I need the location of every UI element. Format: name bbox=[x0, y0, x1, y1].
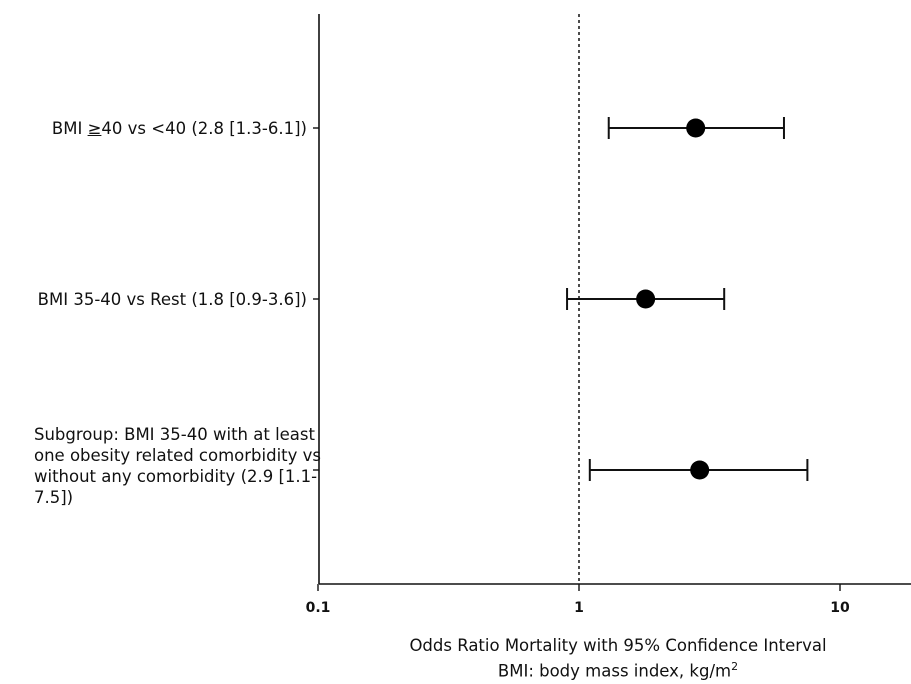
x-tick-label-10: 10 bbox=[830, 600, 850, 616]
odds-ratio-point-row-2 bbox=[636, 289, 656, 309]
row-label-2: BMI 35-40 vs Rest (1.8 [0.9-3.6]) bbox=[37, 290, 307, 309]
x-tick-label-1: 1 bbox=[574, 600, 584, 616]
x-tick-label-0.1: 0.1 bbox=[306, 600, 331, 616]
x-axis-label: Odds Ratio Mortality with 95% Confidence… bbox=[409, 636, 827, 655]
odds-ratio-point-row-3 bbox=[690, 460, 710, 480]
odds-ratio-point-row-1 bbox=[686, 118, 706, 138]
x-axis-sublabel: BMI: body mass index, kg/m2 bbox=[497, 660, 739, 681]
row-label-1: BMI ≥40 vs <40 (2.8 [1.3-6.1]) bbox=[51, 119, 307, 138]
row-label-3: Subgroup: BMI 35-40 with at least one ob… bbox=[34, 425, 322, 507]
